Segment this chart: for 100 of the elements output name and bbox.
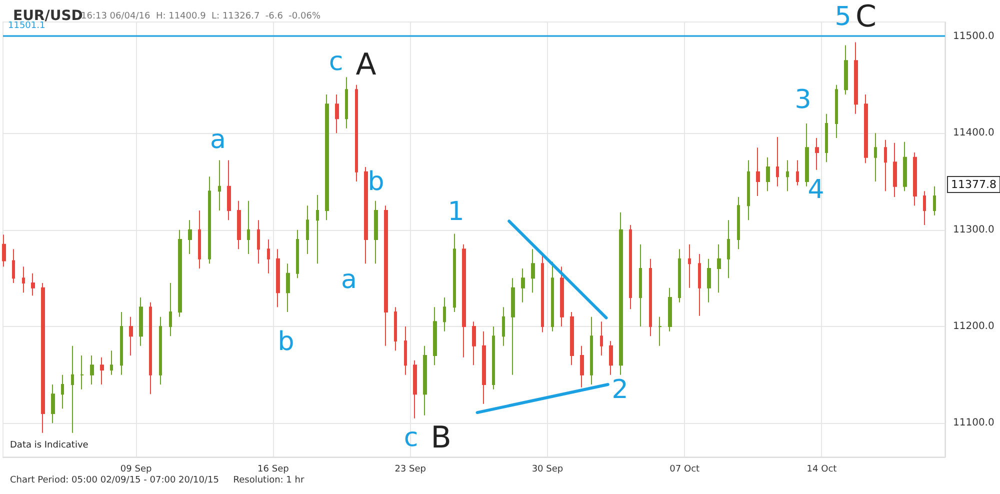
- candlestick: [600, 321, 603, 356]
- candlestick: [933, 186, 936, 216]
- candlestick: [394, 306, 397, 352]
- candlestick: [306, 205, 309, 254]
- candlestick: [590, 316, 593, 385]
- candlestick: [472, 321, 476, 366]
- candlestick: [374, 200, 378, 264]
- candlestick: [854, 42, 858, 114]
- candlestick: [511, 278, 515, 376]
- candlestick: [198, 210, 201, 269]
- candlestick: [766, 156, 770, 192]
- x-tick-label: 14 Oct: [806, 464, 838, 474]
- y-tick-label: 11200.0: [953, 321, 994, 332]
- annotation: 4: [808, 175, 824, 205]
- annotation: b: [368, 167, 384, 197]
- candlestick: [413, 360, 417, 419]
- candlestick: [668, 287, 672, 332]
- candlestick: [688, 244, 691, 288]
- candlestick: [717, 244, 721, 294]
- candlestick: [560, 266, 564, 327]
- y-tick-label: 11300.0: [953, 224, 994, 236]
- candlestick: [502, 306, 505, 346]
- annotation: 5: [834, 2, 852, 32]
- candlestick: [120, 312, 123, 376]
- candlestick: [727, 220, 730, 279]
- candlestick: [80, 355, 84, 390]
- candlestick: [913, 152, 917, 206]
- candlestick: [22, 266, 25, 294]
- y-tick-label: 11500.0: [953, 31, 994, 42]
- candlestick: [678, 248, 681, 303]
- candlestick: [805, 123, 809, 187]
- candlestick: [423, 345, 427, 416]
- candlestick: [756, 147, 760, 196]
- annotation: 3: [794, 85, 812, 115]
- candlestick: [629, 224, 632, 310]
- candlestick: [570, 312, 574, 366]
- text: Chart Period: 05:00 02/09/15 - 07:00 20/10/15 Resolution: 1 hr: [10, 476, 304, 486]
- candlestick: [267, 239, 270, 274]
- candlestick: [551, 261, 554, 332]
- candlestick: [698, 254, 701, 316]
- candlestick: [296, 229, 299, 279]
- chart-subtitle: 16:13 06/04/16 H: 11400.9 L: 11326.7 -6.6 -0.06%: [81, 12, 321, 22]
- candlestick: [247, 200, 250, 254]
- candlestick: [355, 84, 358, 182]
- candlestick: [609, 340, 613, 376]
- candlestick: [129, 316, 133, 356]
- candlestick: [433, 306, 437, 366]
- candlestick: [276, 248, 280, 308]
- annotation: B: [430, 420, 452, 456]
- candlestick: [453, 233, 456, 312]
- candlestick: [492, 326, 495, 390]
- ref-line-label: 11501.1: [8, 20, 46, 31]
- candlestick: [208, 176, 211, 264]
- candlestick: [903, 141, 907, 192]
- candlestick: [864, 94, 868, 164]
- candlestick: [776, 136, 779, 187]
- candlestick: [139, 297, 143, 346]
- annotation: c: [404, 423, 418, 453]
- candlestick: [90, 355, 94, 385]
- candlestick: [41, 282, 45, 434]
- annotation: c: [328, 47, 344, 77]
- candlestick: [316, 194, 319, 264]
- y-tick-label: 11100.0: [953, 418, 994, 429]
- candlestick: [482, 330, 486, 404]
- candlestick: [825, 113, 828, 163]
- candlestick: [521, 268, 525, 303]
- candlestick: [384, 205, 388, 346]
- annotation: 1: [448, 197, 464, 227]
- candlestick: [335, 94, 339, 134]
- candlestick: [462, 244, 466, 358]
- candlestick: [786, 160, 789, 192]
- candlestick: [51, 384, 55, 424]
- annotation: a: [341, 265, 357, 295]
- candlestick: [345, 76, 348, 129]
- candlestick: [12, 248, 15, 284]
- annotation: Data is Indicative: [10, 440, 89, 450]
- candlestick: [619, 212, 623, 376]
- candlestick: [61, 374, 64, 410]
- annotation: 2: [612, 375, 628, 405]
- candlestick: [178, 229, 182, 318]
- candlestick: [257, 220, 260, 264]
- candlestick: [835, 84, 838, 138]
- candlestick: [747, 160, 750, 221]
- candlestick: [844, 44, 848, 95]
- candlestick: [31, 272, 35, 296]
- candlestick: [149, 302, 152, 395]
- candlestick: [71, 345, 74, 434]
- annotation: a: [210, 125, 226, 155]
- y-tick-label: 11400.0: [953, 128, 994, 139]
- candlestick: [884, 139, 887, 192]
- candlestick: [2, 234, 6, 268]
- candlestick: [188, 220, 192, 254]
- candlestick: [443, 297, 446, 332]
- candlestick: [874, 132, 877, 182]
- candlestick: [218, 160, 221, 211]
- x-tick-label: 07 Oct: [670, 464, 700, 474]
- candlestick: [737, 196, 740, 250]
- candlestick: [404, 326, 407, 376]
- candlestick: [707, 258, 711, 303]
- annotation: b: [278, 327, 294, 357]
